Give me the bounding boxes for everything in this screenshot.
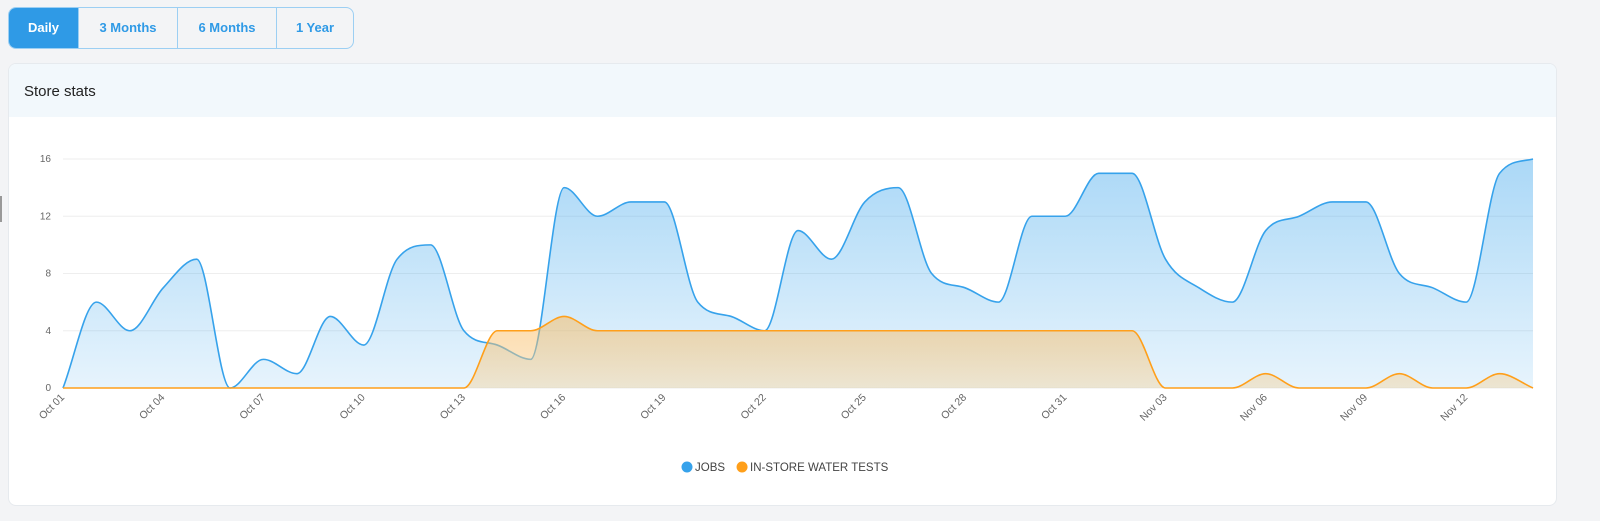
x-tick-label: Oct 25 xyxy=(839,392,869,422)
legend-item-water-tests[interactable]: IN-STORE WATER TESTS xyxy=(736,461,889,475)
x-tick-label: Oct 13 xyxy=(438,392,468,422)
tab-1-year[interactable]: 1 Year xyxy=(276,8,353,48)
store-stats-card: Store stats 0 4 8 12 16 Oct 01 Oct 04 Oct 07 Oc… xyxy=(8,63,1557,506)
x-tick-label: Oct 16 xyxy=(538,392,568,422)
x-tick-label: Oct 22 xyxy=(738,392,768,422)
y-tick-label: 12 xyxy=(40,211,52,222)
x-tick-label: Oct 10 xyxy=(337,392,367,422)
legend-item-jobs[interactable]: JOBS xyxy=(681,461,726,475)
legend: JOBS IN-STORE WATER TESTS xyxy=(681,461,889,475)
series-line-water-tests xyxy=(62,315,1534,389)
legend-swatch xyxy=(681,461,693,473)
x-axis-ticks: Oct 01 Oct 04 Oct 07 Oct 10 Oct 13 Oct 16 Oct … xyxy=(37,392,1471,424)
legend-label: JOBS xyxy=(695,462,725,474)
tab-daily[interactable]: Daily xyxy=(9,8,78,48)
x-tick-label: Oct 31 xyxy=(1039,392,1069,422)
y-tick-label: 0 xyxy=(45,383,51,394)
x-tick-label: Nov 12 xyxy=(1438,392,1470,424)
tab-3-months[interactable]: 3 Months xyxy=(78,8,177,48)
x-tick-label: Oct 28 xyxy=(939,392,969,422)
series-area-water-tests xyxy=(63,316,1533,388)
series-area-jobs xyxy=(63,159,1533,388)
y-tick-label: 8 xyxy=(45,269,51,280)
series-line-jobs xyxy=(62,158,1534,389)
y-tick-label: 4 xyxy=(45,326,51,337)
range-tabs: Daily 3 Months 6 Months 1 Year xyxy=(8,7,354,49)
card-title: Store stats xyxy=(9,64,1556,117)
y-axis-ticks: 0 4 8 12 16 xyxy=(40,154,52,394)
x-tick-label: Oct 01 xyxy=(37,392,67,422)
legend-swatch xyxy=(736,461,748,473)
x-tick-label: Nov 09 xyxy=(1338,392,1370,424)
tab-6-months[interactable]: 6 Months xyxy=(177,8,276,48)
y-tick-label: 16 xyxy=(40,154,52,165)
x-tick-label: Nov 03 xyxy=(1138,392,1170,424)
x-tick-label: Nov 06 xyxy=(1238,392,1270,424)
legend-label: IN-STORE WATER TESTS xyxy=(750,462,889,474)
series-areas xyxy=(62,158,1534,389)
x-tick-label: Oct 04 xyxy=(137,392,167,422)
x-tick-label: Oct 07 xyxy=(237,392,267,422)
x-tick-label: Oct 19 xyxy=(638,392,668,422)
chart-container: 0 4 8 12 16 Oct 01 Oct 04 Oct 07 Oct 10 Oct 13 Oc… xyxy=(9,117,1556,505)
scroll-edge-indicator xyxy=(0,196,2,222)
